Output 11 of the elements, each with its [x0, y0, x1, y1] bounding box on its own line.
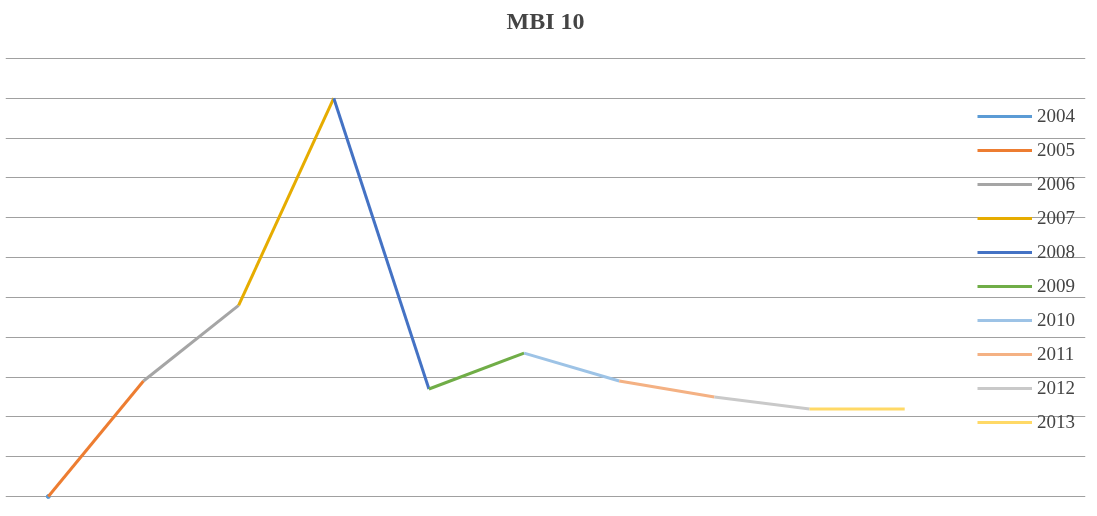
legend-label: 2009 [1037, 275, 1075, 297]
legend-label: 2006 [1037, 173, 1075, 195]
legend-label: 2013 [1037, 411, 1075, 433]
legend-label: 2012 [1037, 377, 1075, 399]
legend-label: 2011 [1037, 343, 1075, 365]
chart-title: MBI 10 [506, 7, 585, 34]
legend-label: 2007 [1037, 207, 1075, 229]
legend-label: 2008 [1037, 241, 1075, 263]
legend-label: 2005 [1037, 139, 1075, 161]
legend-label: 2004 [1037, 105, 1075, 127]
legend-label: 2010 [1037, 309, 1075, 331]
